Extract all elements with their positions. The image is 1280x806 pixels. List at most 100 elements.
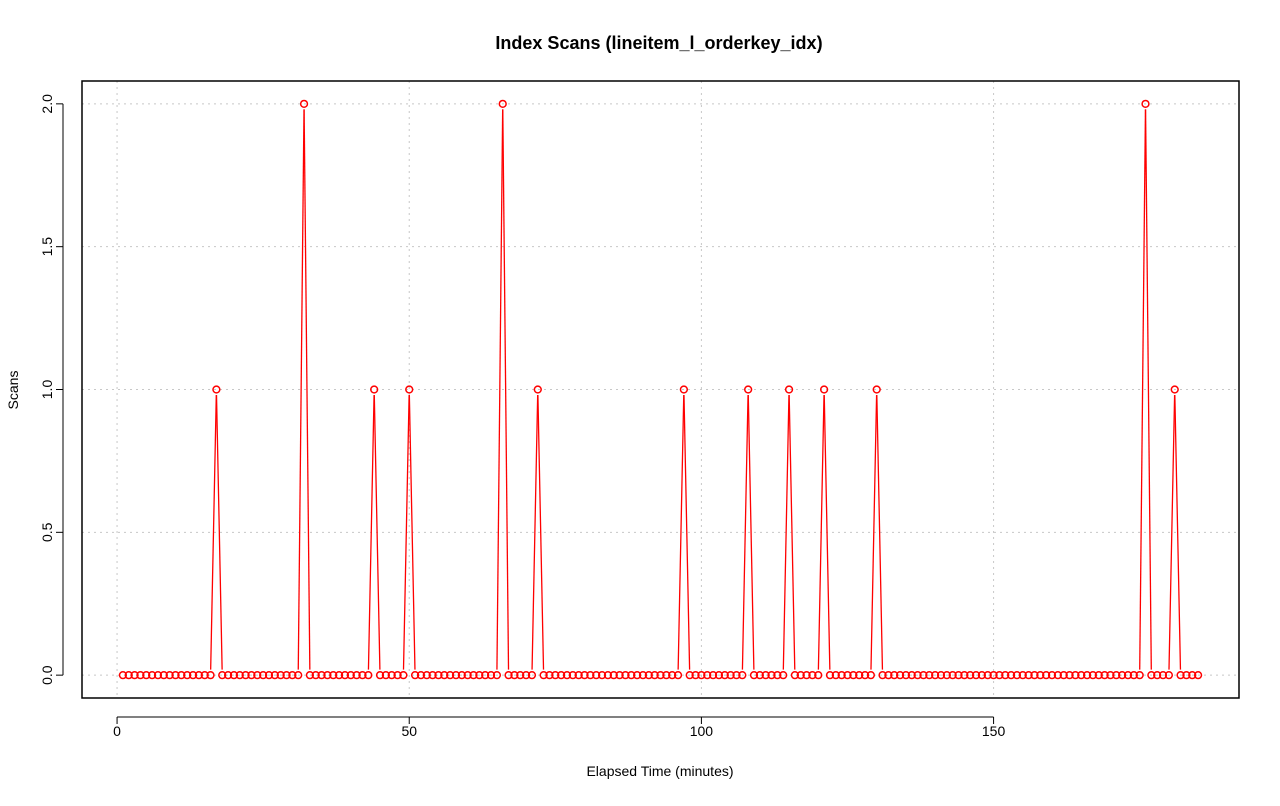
data-point: [399, 670, 408, 680]
series-segment: [537, 394, 545, 670]
data-point: [387, 670, 396, 680]
data-point: [299, 99, 309, 109]
data-point: [510, 670, 519, 680]
data-point: [890, 670, 899, 680]
data-point: [971, 670, 981, 680]
data-point: [370, 385, 379, 394]
x-tick-label: 100: [690, 723, 714, 739]
data-point: [516, 670, 525, 680]
data-point: [1100, 670, 1109, 680]
data-point: [118, 670, 128, 680]
data-point: [329, 670, 338, 680]
series-segment: [876, 394, 884, 670]
data-point: [808, 670, 817, 680]
data-point: [744, 385, 753, 394]
series-segment: [1139, 109, 1147, 670]
data-point: [1024, 670, 1033, 680]
data-point: [644, 670, 653, 680]
data-point: [738, 670, 747, 680]
data-point: [767, 670, 776, 680]
series-segment: [402, 394, 410, 670]
data-point: [463, 670, 472, 680]
data-point: [726, 670, 735, 680]
x-tick-label: 50: [401, 723, 417, 739]
data-point: [486, 670, 496, 680]
data-point: [142, 670, 151, 680]
data-point: [837, 670, 846, 680]
data-point: [761, 670, 770, 680]
data-point: [714, 670, 724, 680]
data-point: [1042, 670, 1051, 680]
data-point: [1135, 670, 1144, 680]
data-point: [247, 670, 256, 680]
data-point: [504, 670, 513, 680]
data-point: [1053, 670, 1063, 680]
data-point: [323, 670, 332, 680]
data-point: [936, 670, 946, 680]
series-segment: [677, 394, 685, 670]
data-point: [171, 670, 180, 680]
data-point: [960, 670, 969, 680]
series-segment: [741, 394, 749, 670]
data-point: [270, 670, 279, 680]
y-tick-label: 1.5: [39, 237, 55, 257]
data-point: [632, 670, 642, 680]
data-point: [188, 670, 198, 680]
data-point: [1193, 670, 1203, 680]
data-point: [258, 670, 268, 680]
series-layer: [118, 99, 1203, 680]
y-tick-label: 0.0: [39, 665, 55, 685]
data-point: [668, 670, 677, 680]
data-point: [638, 670, 648, 680]
data-point: [311, 670, 320, 680]
y-axis-label: Scans: [5, 371, 21, 410]
data-point: [533, 385, 542, 394]
data-point: [177, 670, 186, 680]
data-point: [153, 670, 163, 680]
data-point: [159, 670, 168, 680]
data-point: [989, 670, 998, 680]
series-segment: [215, 394, 223, 670]
data-point: [855, 670, 864, 680]
data-point: [650, 670, 659, 680]
data-point: [194, 670, 204, 680]
data-point: [539, 670, 548, 680]
data-point: [1012, 670, 1022, 680]
data-point: [294, 670, 303, 680]
data-point: [1176, 670, 1185, 680]
data-point: [1188, 670, 1197, 680]
data-point: [732, 670, 741, 680]
data-point: [206, 670, 215, 680]
data-point: [977, 670, 987, 680]
data-point: [551, 670, 560, 680]
data-point: [405, 385, 414, 394]
data-point: [416, 670, 426, 680]
data-point: [1117, 670, 1127, 680]
data-point: [1164, 670, 1174, 680]
data-point: [802, 670, 811, 680]
data-point: [691, 670, 700, 680]
data-point: [340, 670, 350, 680]
data-point: [831, 670, 840, 680]
data-point: [498, 99, 507, 109]
data-point: [995, 670, 1004, 680]
y-tick-label: 2.0: [39, 94, 55, 114]
series-segment: [870, 394, 878, 670]
data-point: [1094, 670, 1103, 680]
data-point: [521, 670, 531, 680]
data-point: [334, 670, 344, 680]
data-point: [749, 670, 759, 680]
data-point: [165, 670, 174, 680]
series-segment: [297, 109, 305, 670]
series-segment: [747, 394, 755, 670]
data-point: [1030, 670, 1039, 680]
data-point: [586, 670, 595, 680]
data-point: [218, 670, 227, 680]
data-point: [966, 670, 975, 680]
data-point: [1006, 670, 1016, 680]
series-segment: [373, 394, 381, 670]
series-segment: [408, 394, 416, 670]
data-point: [779, 670, 788, 680]
data-point: [919, 670, 928, 680]
